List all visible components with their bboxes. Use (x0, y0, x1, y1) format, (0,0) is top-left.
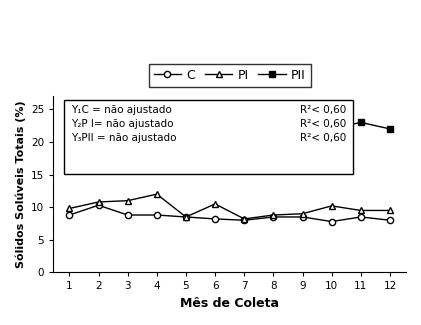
Legend: C, PI, PII: C, PI, PII (149, 64, 311, 87)
Text: R²< 0,60
R²< 0,60
R²< 0,60: R²< 0,60 R²< 0,60 R²< 0,60 (300, 105, 346, 143)
FancyBboxPatch shape (64, 100, 353, 174)
Text: Y₁C = não ajustado
Y₂P I= não ajustado
Y₃PII = não ajustado: Y₁C = não ajustado Y₂P I= não ajustado Y… (71, 105, 176, 143)
X-axis label: Mês de Coleta: Mês de Coleta (180, 297, 279, 310)
Y-axis label: Sólidos Solúveis Totais (%): Sólidos Solúveis Totais (%) (15, 100, 26, 268)
